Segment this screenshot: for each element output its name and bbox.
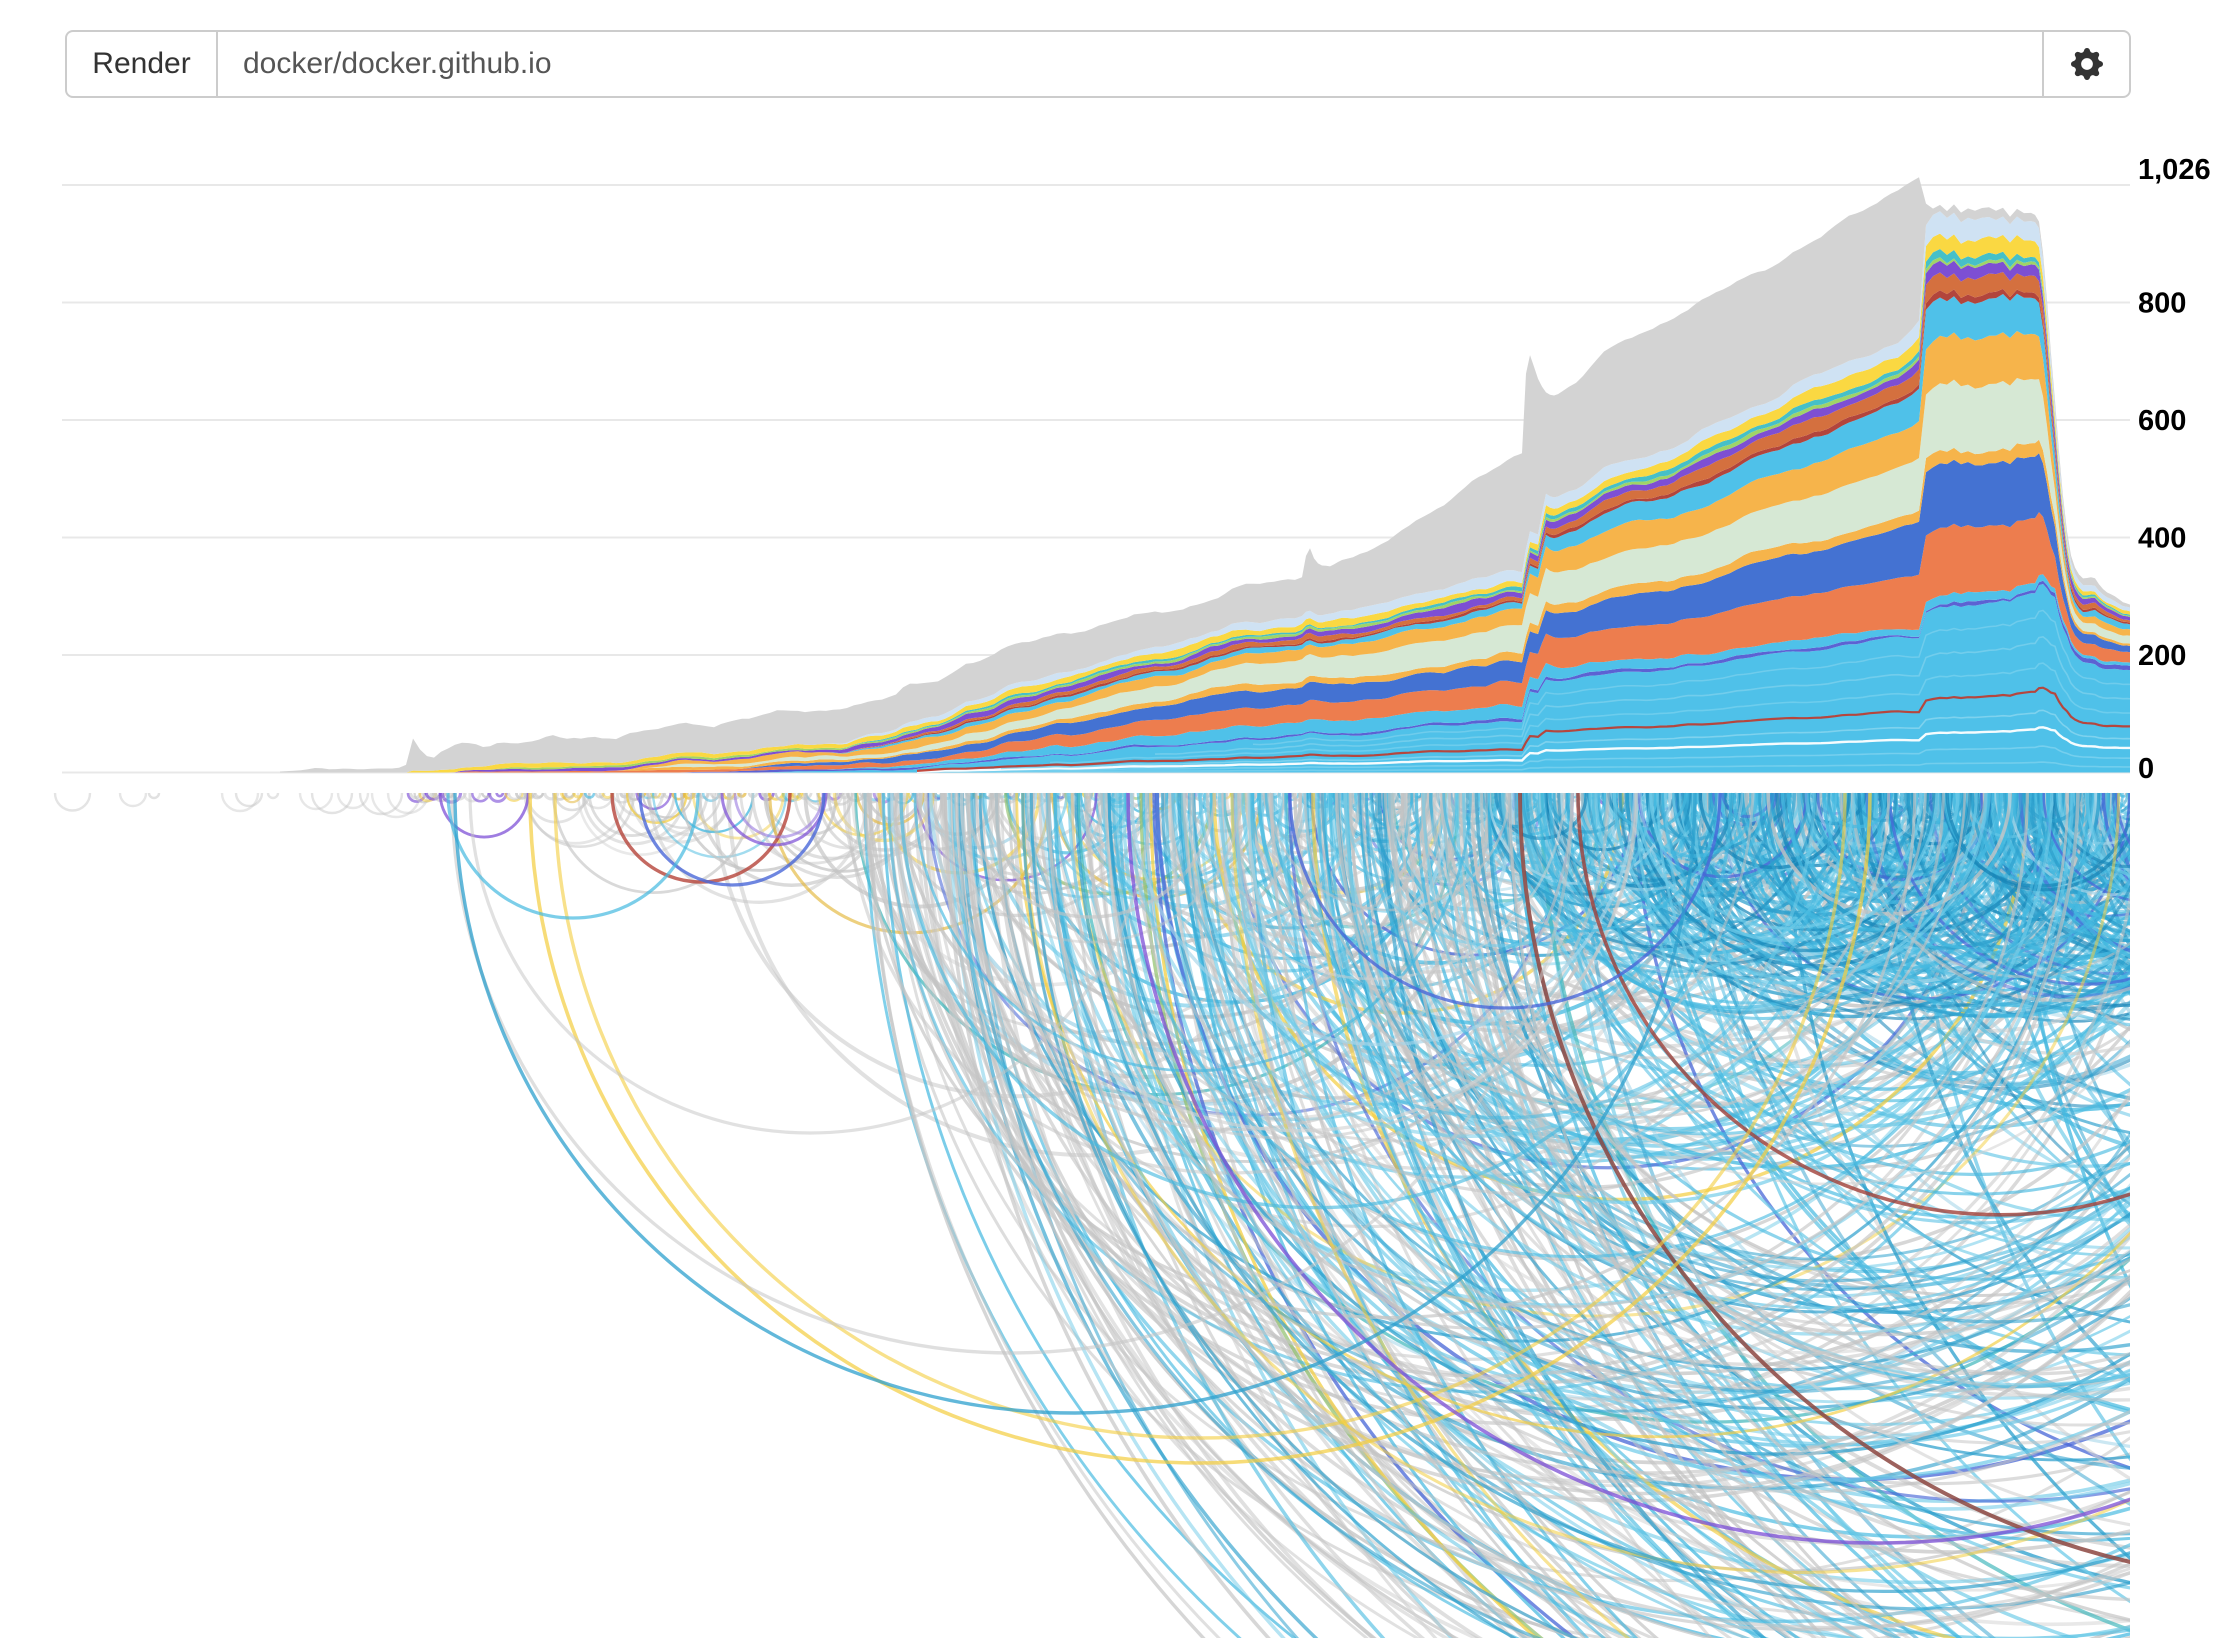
svg-text:0: 0	[2138, 753, 2154, 785]
svg-text:600: 600	[2138, 405, 2186, 437]
svg-text:400: 400	[2138, 523, 2186, 555]
svg-text:1,026: 1,026	[2138, 154, 2211, 186]
svg-text:200: 200	[2138, 640, 2186, 672]
svg-text:800: 800	[2138, 288, 2186, 320]
